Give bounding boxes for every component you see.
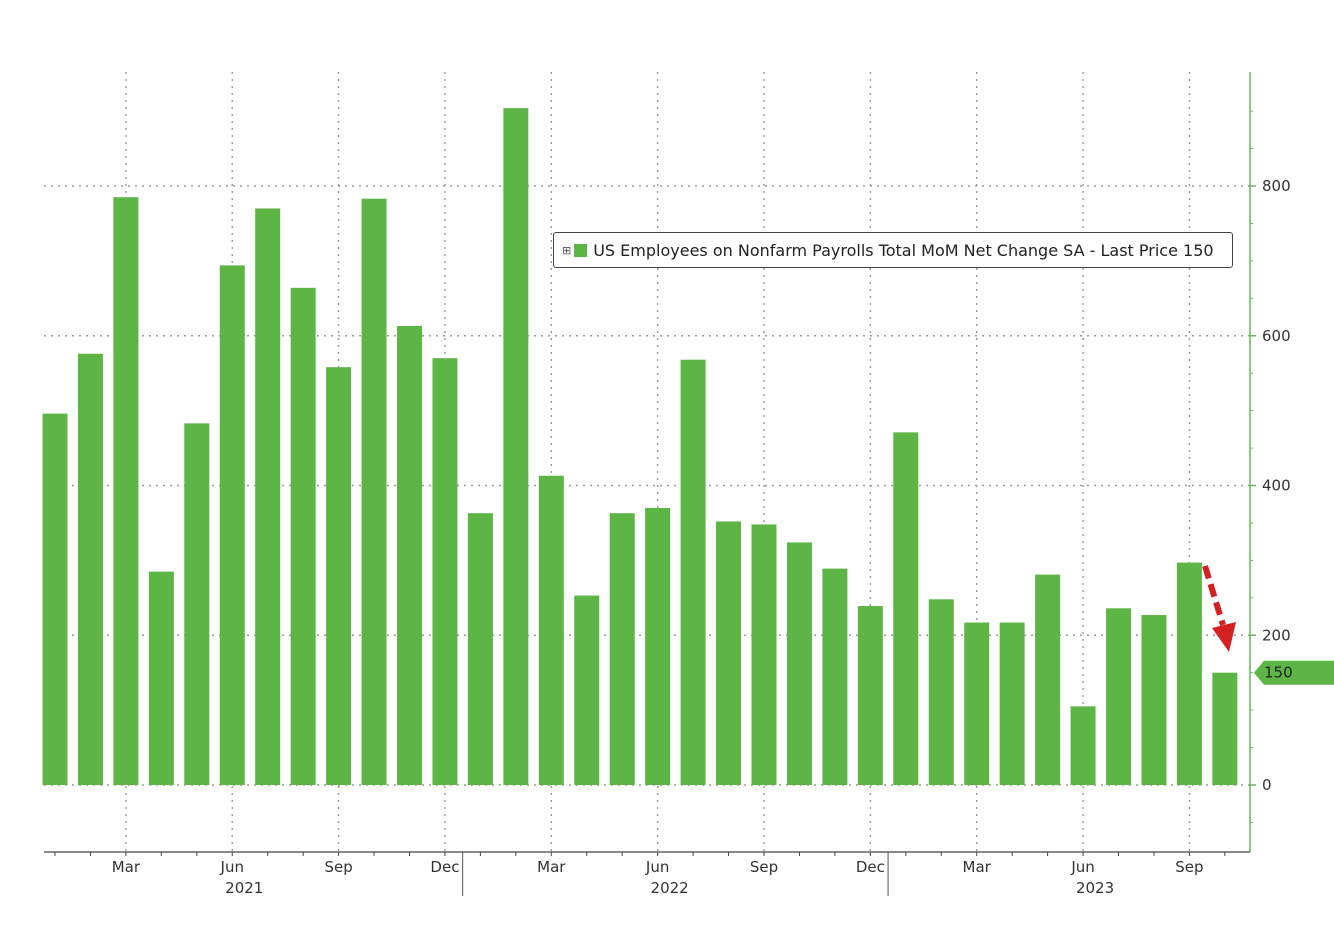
bar bbox=[574, 595, 600, 785]
x-year-label: 2021 bbox=[225, 879, 263, 897]
x-tick-label: Mar bbox=[112, 858, 141, 876]
legend-swatch bbox=[574, 243, 588, 257]
x-tick-label: Dec bbox=[856, 858, 885, 876]
bar bbox=[467, 513, 493, 785]
x-tick-label: Mar bbox=[537, 858, 566, 876]
y-tick-label: 0 bbox=[1262, 776, 1272, 794]
bar bbox=[326, 367, 352, 785]
legend-label: US Employees on Nonfarm Payrolls Total M… bbox=[593, 240, 1214, 260]
bar bbox=[219, 265, 245, 785]
y-tick-label: 200 bbox=[1262, 626, 1291, 644]
y-tick-label: 800 bbox=[1262, 177, 1291, 195]
bar bbox=[255, 208, 281, 785]
bar bbox=[645, 507, 671, 785]
x-tick-label: Sep bbox=[1175, 858, 1203, 876]
legend-expand-icon[interactable]: ⊞ bbox=[562, 243, 572, 257]
bar bbox=[184, 423, 210, 785]
x-year-label: 2022 bbox=[651, 879, 689, 897]
bar bbox=[1035, 574, 1061, 785]
bar bbox=[290, 287, 316, 785]
y-tick-label: 600 bbox=[1262, 327, 1291, 345]
bar bbox=[1212, 672, 1238, 785]
bar bbox=[538, 475, 564, 785]
bar bbox=[716, 521, 742, 785]
annotation-arrow-shaft bbox=[1202, 565, 1226, 626]
annotation-arrow-head bbox=[1212, 622, 1236, 652]
y-tick-label: 400 bbox=[1262, 477, 1291, 495]
bar bbox=[928, 599, 954, 785]
legend: ⊞ US Employees on Nonfarm Payrolls Total… bbox=[553, 232, 1233, 268]
x-year-label: 2023 bbox=[1076, 879, 1114, 897]
bar bbox=[503, 108, 529, 785]
bar bbox=[893, 432, 919, 785]
bar bbox=[609, 513, 635, 785]
last-price-label: 150 bbox=[1264, 664, 1293, 682]
x-tick-label: Dec bbox=[430, 858, 459, 876]
bar bbox=[822, 568, 848, 785]
bar bbox=[361, 198, 387, 785]
bar bbox=[786, 542, 812, 785]
last-price-tag bbox=[1254, 660, 1334, 685]
x-tick-label: Jun bbox=[645, 858, 669, 876]
x-tick-label: Jun bbox=[1070, 858, 1094, 876]
bar bbox=[113, 197, 139, 785]
bar bbox=[148, 571, 174, 785]
bar bbox=[42, 413, 68, 785]
bar bbox=[964, 622, 990, 785]
bar bbox=[857, 606, 883, 785]
x-tick-label: Sep bbox=[750, 858, 778, 876]
bar bbox=[432, 358, 458, 785]
bar bbox=[1141, 615, 1167, 785]
bar bbox=[77, 353, 103, 785]
bar bbox=[1070, 706, 1096, 785]
x-tick-label: Jun bbox=[220, 858, 244, 876]
bar bbox=[397, 326, 422, 785]
x-tick-label: Sep bbox=[324, 858, 352, 876]
bar bbox=[1106, 608, 1131, 785]
bar bbox=[999, 622, 1025, 785]
bar bbox=[751, 524, 777, 785]
bar bbox=[1176, 562, 1202, 785]
bar bbox=[680, 359, 706, 785]
x-tick-label: Mar bbox=[963, 858, 992, 876]
